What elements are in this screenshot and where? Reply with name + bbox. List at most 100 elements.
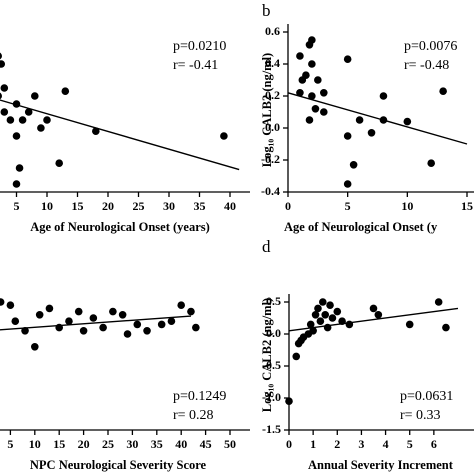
point bbox=[61, 87, 70, 95]
point bbox=[296, 52, 304, 60]
point bbox=[343, 55, 352, 63]
annotation: p=0.0631 bbox=[400, 389, 453, 404]
point bbox=[343, 132, 352, 140]
x-tick-label: 50 bbox=[224, 437, 236, 451]
x-tick-label: 30 bbox=[126, 437, 138, 451]
trend-line bbox=[287, 92, 468, 145]
point bbox=[311, 105, 320, 113]
point bbox=[405, 320, 414, 329]
point bbox=[338, 317, 346, 326]
point bbox=[0, 108, 9, 116]
point bbox=[311, 311, 320, 319]
point bbox=[192, 323, 200, 332]
point bbox=[305, 116, 314, 124]
point bbox=[308, 36, 316, 44]
x-tick-label: 0 bbox=[285, 199, 291, 213]
y-axis-label: Log₁₀ CALB2 (ng/ml) bbox=[260, 53, 274, 167]
point bbox=[12, 100, 21, 108]
point bbox=[43, 116, 51, 124]
point bbox=[167, 317, 176, 326]
x-tick-label: 20 bbox=[78, 437, 90, 451]
point bbox=[12, 132, 21, 140]
point bbox=[55, 159, 63, 167]
point bbox=[220, 132, 228, 140]
point bbox=[403, 117, 412, 126]
point bbox=[143, 327, 151, 335]
y-tick-label: -0.2 bbox=[261, 152, 280, 166]
point bbox=[118, 311, 127, 319]
point bbox=[379, 116, 388, 124]
point bbox=[18, 116, 27, 124]
point bbox=[355, 116, 364, 124]
x-tick-label: 0 bbox=[286, 437, 292, 451]
point bbox=[308, 92, 316, 100]
point bbox=[326, 301, 334, 310]
point bbox=[321, 311, 330, 319]
point bbox=[21, 327, 29, 335]
x-tick-label: 5 bbox=[14, 199, 20, 213]
x-tick-label: 4 bbox=[383, 437, 389, 451]
x-tick-label: 6 bbox=[431, 437, 437, 451]
point bbox=[306, 320, 315, 329]
point bbox=[11, 317, 20, 326]
point bbox=[0, 60, 6, 68]
point bbox=[314, 76, 322, 84]
trend-line bbox=[0, 315, 192, 331]
point bbox=[12, 180, 21, 188]
x-tick-label: 5 bbox=[345, 199, 351, 213]
x-tick-label: 35 bbox=[194, 199, 206, 213]
point bbox=[133, 320, 142, 329]
point bbox=[292, 352, 301, 361]
x-tick-label: 25 bbox=[102, 437, 114, 451]
point bbox=[79, 327, 88, 335]
x-tick-label: 15 bbox=[72, 199, 84, 213]
point bbox=[309, 327, 317, 335]
point bbox=[320, 108, 328, 116]
point bbox=[0, 52, 2, 60]
x-tick-label: 10 bbox=[401, 199, 413, 213]
point bbox=[308, 60, 316, 68]
point bbox=[37, 124, 45, 132]
annotation: p=0.0076 bbox=[404, 39, 457, 54]
x-tick-label: 40 bbox=[175, 437, 187, 451]
x-axis-label: NPC Neurological Severity Score bbox=[30, 458, 207, 472]
point bbox=[439, 87, 447, 95]
panel-label: d bbox=[262, 237, 271, 256]
x-tick-label: 2 bbox=[334, 437, 340, 451]
x-axis-label: Age of Neurological Onset (years) bbox=[30, 220, 210, 234]
x-axis-label: Annual Severity Increment bbox=[308, 458, 454, 472]
x-axis-label: Age of Neurological Onset (y bbox=[284, 220, 438, 234]
point bbox=[316, 317, 325, 326]
y-tick-label: 0.4 bbox=[265, 56, 280, 70]
x-tick-label: 1 bbox=[310, 437, 316, 451]
annotation: p=0.0210 bbox=[173, 39, 226, 54]
point bbox=[302, 71, 310, 79]
point bbox=[379, 92, 388, 100]
point bbox=[24, 108, 33, 116]
point bbox=[0, 298, 5, 306]
point bbox=[367, 129, 376, 137]
point bbox=[157, 320, 166, 329]
point bbox=[109, 307, 117, 316]
point bbox=[92, 127, 100, 135]
point bbox=[343, 180, 352, 188]
y-axis-label: Log₁₀ CALB2 (ng/ml) bbox=[260, 298, 274, 412]
point bbox=[74, 307, 83, 316]
point bbox=[333, 307, 342, 316]
point bbox=[442, 323, 450, 332]
panel-label: b bbox=[262, 1, 271, 20]
annotation: r= -0.41 bbox=[173, 58, 218, 73]
point bbox=[374, 311, 383, 319]
point bbox=[319, 298, 327, 306]
y-tick-label: -1.5 bbox=[262, 422, 281, 436]
point bbox=[55, 323, 63, 332]
point bbox=[345, 320, 354, 329]
point bbox=[296, 89, 304, 97]
point bbox=[187, 307, 195, 316]
point bbox=[314, 304, 322, 313]
y-tick-label: -1.0 bbox=[262, 390, 281, 404]
trend-line bbox=[288, 307, 459, 332]
x-tick-label: 15 bbox=[461, 199, 473, 213]
x-tick-label: 10 bbox=[29, 437, 41, 451]
